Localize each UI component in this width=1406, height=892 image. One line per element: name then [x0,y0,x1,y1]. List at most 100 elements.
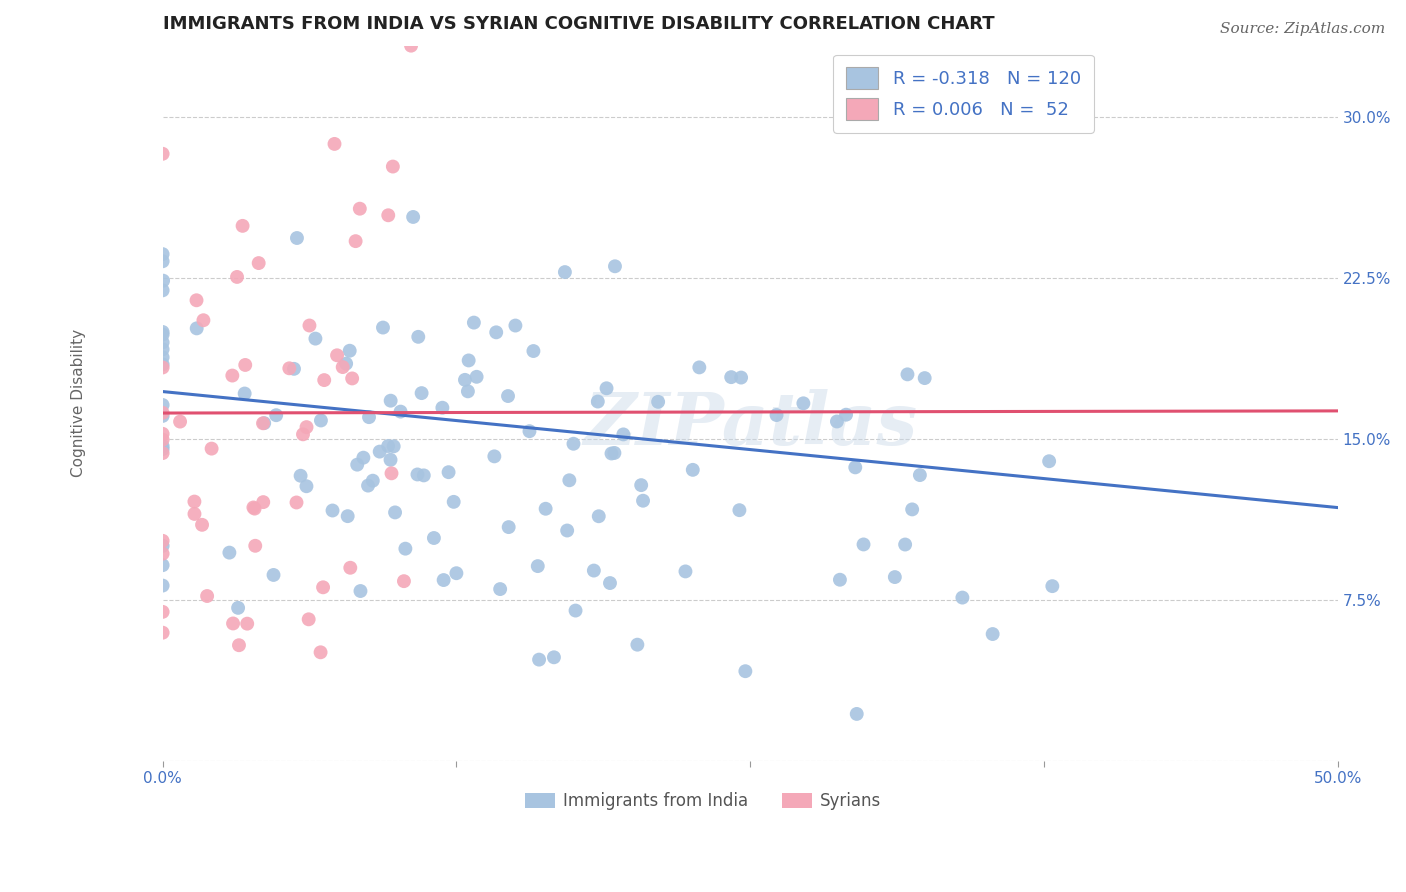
Point [152,605,174,619]
Point [377,439,399,453]
Point [335,357,357,371]
Point [894,537,917,551]
Point [835,408,858,422]
Point [406,330,429,344]
Point [152,406,174,420]
Point [825,415,848,429]
Point [527,652,550,666]
Point [285,495,308,509]
Point [371,320,394,334]
Point [295,479,318,493]
Point [169,415,191,429]
Point [247,256,270,270]
Point [236,616,259,631]
Point [226,600,249,615]
Point [600,446,623,460]
Point [357,410,380,425]
Point [200,442,222,456]
Point [603,260,626,274]
Point [675,565,697,579]
Point [406,467,429,482]
Point [309,645,332,659]
Point [883,570,905,584]
Point [1040,579,1063,593]
Point [433,573,456,587]
Point [730,370,752,384]
Point [380,452,402,467]
Point [245,539,267,553]
Point [221,368,243,383]
Point [152,398,174,412]
Point [152,446,174,460]
Point [152,254,174,268]
Point [368,444,391,458]
Point [152,283,174,297]
Point [226,269,249,284]
Point [908,468,931,483]
Point [765,408,787,422]
Point [595,381,617,395]
Point [463,316,485,330]
Point [357,478,380,492]
Point [489,582,512,596]
Point [389,404,412,418]
Point [381,160,404,174]
Point [152,351,174,365]
Point [688,360,710,375]
Point [728,503,751,517]
Point [152,433,174,447]
Point [603,446,626,460]
Point [339,343,361,358]
Point [384,505,406,519]
Text: Source: ZipAtlas.com: Source: ZipAtlas.com [1219,22,1385,37]
Point [1038,454,1060,468]
Point [522,344,544,359]
Point [682,463,704,477]
Point [339,560,361,574]
Point [519,424,541,438]
Point [346,458,368,472]
Point [465,369,488,384]
Point [555,524,578,538]
Point [323,136,346,151]
Point [152,343,174,357]
Point [914,371,936,385]
Point [152,625,174,640]
Point [152,357,174,371]
Point [402,210,425,224]
Point [896,368,918,382]
Point [485,326,508,340]
Point [312,580,335,594]
Point [734,664,756,678]
Point [332,360,354,375]
Point [195,589,218,603]
Point [298,612,321,626]
Text: IMMIGRANTS FROM INDIA VS SYRIAN COGNITIVE DISABILITY CORRELATION CHART: IMMIGRANTS FROM INDIA VS SYRIAN COGNITIV… [163,15,994,33]
Point [349,584,371,599]
Point [152,325,174,339]
Point [845,706,868,721]
Point [454,373,477,387]
Point [252,417,274,431]
Point [253,416,276,430]
Point [242,500,264,515]
Point [352,450,374,465]
Point [314,373,336,387]
Point [380,393,402,408]
Point [392,574,415,589]
Point [252,495,274,509]
Point [232,219,254,233]
Point [828,573,851,587]
Point [336,509,359,524]
Point [340,371,363,385]
Point [191,517,214,532]
Point [446,566,468,581]
Point [901,502,924,516]
Point [599,576,621,591]
Point [437,465,460,479]
Point [792,396,814,410]
Point [432,401,454,415]
Point [981,627,1004,641]
Point [283,361,305,376]
Point [457,384,479,399]
